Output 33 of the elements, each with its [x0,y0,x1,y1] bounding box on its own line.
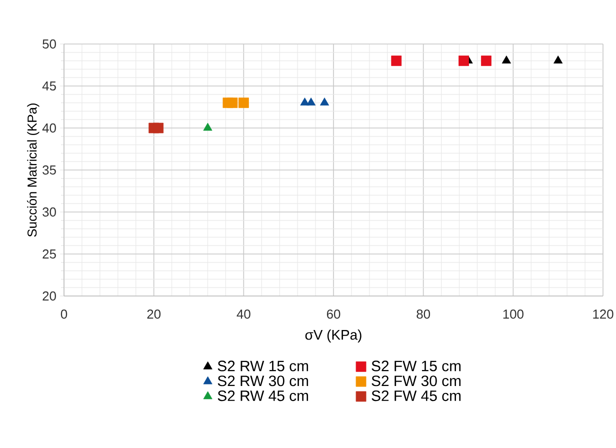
x-tick-label: 40 [236,310,250,319]
x-tick-label: 80 [416,310,430,319]
x-tick-label: 60 [326,310,340,319]
x-tick-label: 0 [60,310,68,319]
x-tick-label: 120 [593,310,614,319]
point [391,56,402,66]
legend-label: S2 RW 45 cm [218,390,308,402]
point [153,122,164,134]
point [320,98,330,106]
point [227,98,238,108]
y-tick-label: 45 [42,81,56,91]
legend-label: S2 RW 30 cm [218,376,308,386]
x-tick-label: 20 [147,310,161,319]
y-tick-label: 25 [42,249,56,259]
point [238,98,249,108]
point [481,56,492,66]
x-tick-label: 100 [503,310,524,319]
point [502,56,511,64]
legend-label: S2 FW 45 cm [372,390,461,402]
y-axis-title: Succión Matricial (KPa) [27,104,40,237]
point [306,98,316,106]
y-tick-label: 35 [42,165,56,175]
y-tick-label: 30 [42,207,56,217]
legend-label: S2 FW 15 cm [372,360,461,372]
x-axis-title: σV (KPa) [305,330,362,343]
legend-label: S2 RW 15 cm [218,360,308,372]
point [203,122,212,131]
point [458,56,469,66]
y-tick-label: 20 [42,291,56,301]
y-tick-label: 50 [42,39,56,49]
point [554,56,563,64]
y-tick-label: 40 [42,123,56,133]
legend-label: S2 FW 30 cm [372,376,461,386]
